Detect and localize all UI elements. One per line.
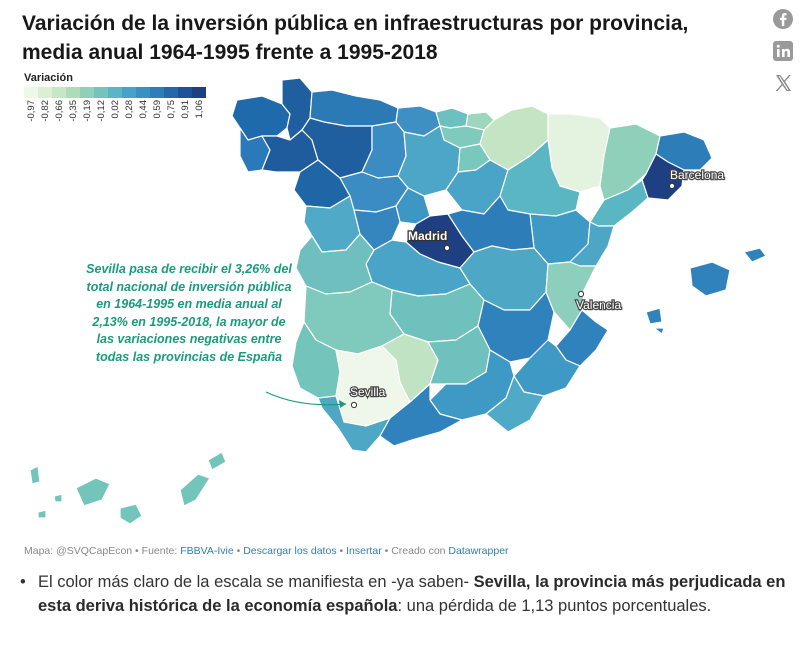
legend-swatch	[164, 87, 178, 98]
island-la-palma[interactable]	[29, 465, 41, 485]
island-menorca[interactable]	[743, 247, 767, 263]
province-valencia[interactable]	[545, 261, 597, 331]
barcelona-marker	[668, 182, 676, 190]
insert-link[interactable]: Insertar	[346, 545, 382, 557]
legend-swatch	[178, 87, 192, 98]
island-mallorca[interactable]	[689, 261, 731, 297]
annotation-arrow	[265, 391, 347, 406]
island-tenerife[interactable]	[75, 477, 111, 507]
province-almeria[interactable]	[485, 375, 545, 433]
province-lleida[interactable]	[599, 123, 661, 201]
madrid-label: Madrid	[408, 229, 447, 243]
legend-swatch	[52, 87, 66, 98]
legend-swatch	[108, 87, 122, 98]
legend-swatches	[24, 87, 206, 98]
spain-map: Madrid Barcelona Valencia Sevilla	[29, 77, 767, 525]
island-la-gomera[interactable]	[53, 493, 63, 503]
facebook-icon[interactable]	[772, 8, 794, 30]
legend-title: Variación	[24, 72, 73, 84]
province-guadalajara[interactable]	[447, 195, 535, 253]
barcelona-label: Barcelona	[670, 168, 724, 182]
legend-swatch	[24, 87, 38, 98]
legend-swatch	[80, 87, 94, 98]
separator: •	[233, 545, 244, 557]
map-credit: Mapa: @SVQCapEcon	[24, 545, 133, 557]
legend-swatch	[38, 87, 52, 98]
island-gran-canaria[interactable]	[119, 503, 143, 525]
separator: •	[336, 545, 347, 557]
download-data-link[interactable]: Descargar los datos	[243, 545, 337, 557]
bullet-text-end: : una pérdida de 1,13 puntos porcentuale…	[397, 597, 712, 615]
sevilla-annotation: Sevilla pasa de recibir el 3,26% del tot…	[86, 262, 292, 364]
chart-title: Variación de la inversión pública en inf…	[22, 12, 689, 64]
madrid-marker	[443, 244, 451, 252]
sevilla-marker	[350, 401, 358, 409]
province-murcia[interactable]	[513, 339, 581, 397]
datawrapper-link[interactable]: Datawrapper	[448, 545, 509, 557]
source-label: • Fuente:	[132, 545, 181, 557]
island-el-hierro[interactable]	[37, 509, 47, 519]
linkedin-icon[interactable]	[772, 40, 794, 62]
island-formentera[interactable]	[653, 327, 665, 335]
share-bar	[772, 8, 802, 104]
legend-swatch	[94, 87, 108, 98]
bullet-paragraph: El color más claro de la escala se manif…	[0, 570, 790, 618]
valencia-label: Valencia	[576, 298, 621, 312]
legend-swatch	[122, 87, 136, 98]
x-icon[interactable]	[772, 72, 794, 94]
legend-swatch	[66, 87, 80, 98]
valencia-marker	[577, 290, 585, 298]
bullet-text: El color más claro de la escala se manif…	[38, 573, 474, 591]
legend-swatch	[150, 87, 164, 98]
footer: Mapa: @SVQCapEcon • Fuente: FBBVA-Ivie •…	[24, 545, 509, 557]
island-lanzarote[interactable]	[207, 451, 227, 471]
province-bizkaia[interactable]	[435, 107, 469, 129]
bullet-bold-text: Sevilla, la provincia más perjudicada en…	[38, 573, 786, 615]
island-fuerteventura[interactable]	[179, 473, 211, 507]
created-label: • Creado con	[381, 545, 449, 557]
annotation-arrowhead	[339, 400, 346, 408]
source-link[interactable]: FBBVA-Ivie	[180, 545, 234, 557]
legend-swatch	[136, 87, 150, 98]
island-ibiza[interactable]	[645, 307, 663, 325]
legend-swatch	[192, 87, 206, 98]
sevilla-label: Sevilla	[350, 385, 386, 399]
color-legend: Variación -0,97 -0,82 -0,66 -0,35 -0,19 -0,12…	[24, 72, 206, 146]
province-asturias[interactable]	[309, 89, 399, 127]
